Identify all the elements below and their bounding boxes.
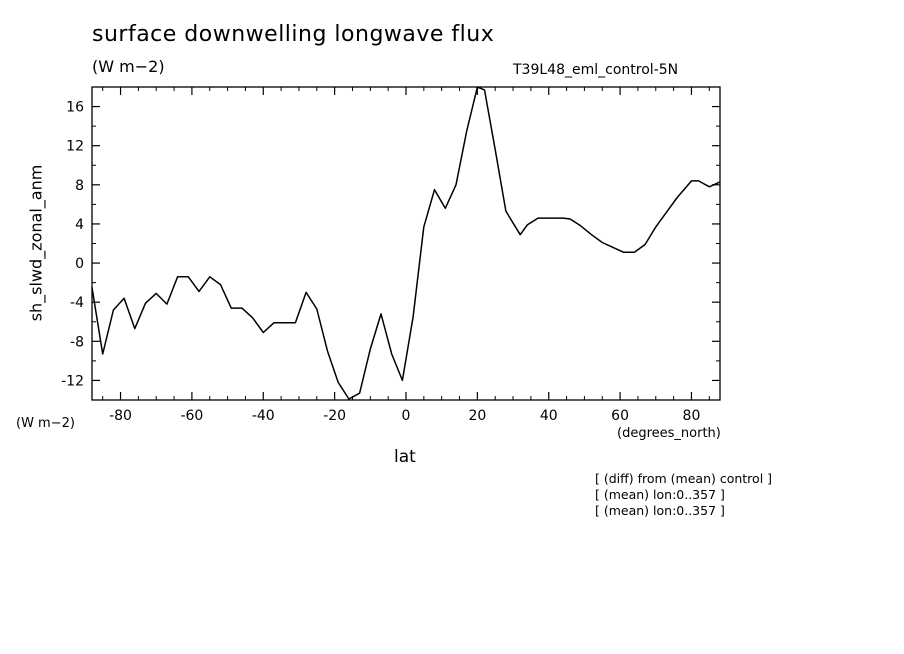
x-tick-label: -20: [323, 408, 346, 424]
x-axis-units: (degrees_north): [617, 426, 721, 441]
x-tick-label: 20: [468, 408, 486, 424]
note-line: [ (diff) from (mean) control ]: [595, 471, 773, 486]
x-tick-label: -40: [252, 408, 275, 424]
note-line: [ (mean) lon:0..357 ]: [595, 503, 725, 518]
series-line: [91, 86, 721, 400]
x-tick-label: 0: [402, 408, 411, 424]
x-tick-label: 40: [540, 408, 558, 424]
note-line: [ (mean) lon:0..357 ]: [595, 487, 725, 502]
x-tick-label: 80: [683, 408, 701, 424]
y-tick-label: 4: [75, 217, 84, 233]
y-tick-label: -12: [61, 373, 84, 389]
y-tick-label: 12: [66, 139, 84, 155]
x-axis-label: lat: [394, 447, 416, 467]
y-tick-label: -8: [70, 334, 84, 350]
x-tick-label: -80: [109, 408, 132, 424]
x-tick-label: -60: [180, 408, 203, 424]
y-tick-label: 8: [75, 178, 84, 194]
y-axis-units: (W m−2): [16, 416, 75, 431]
plot-frame: [91, 86, 721, 401]
chart-title: surface downwelling longwave flux: [92, 22, 495, 47]
chart-units: (W m−2): [92, 57, 165, 76]
run-label: T39L48_eml_control-5N: [513, 62, 679, 78]
y-tick-label: 0: [75, 256, 84, 272]
y-tick-label: -4: [70, 295, 84, 311]
y-tick-label: 16: [66, 100, 84, 116]
x-tick-label: 60: [611, 408, 629, 424]
